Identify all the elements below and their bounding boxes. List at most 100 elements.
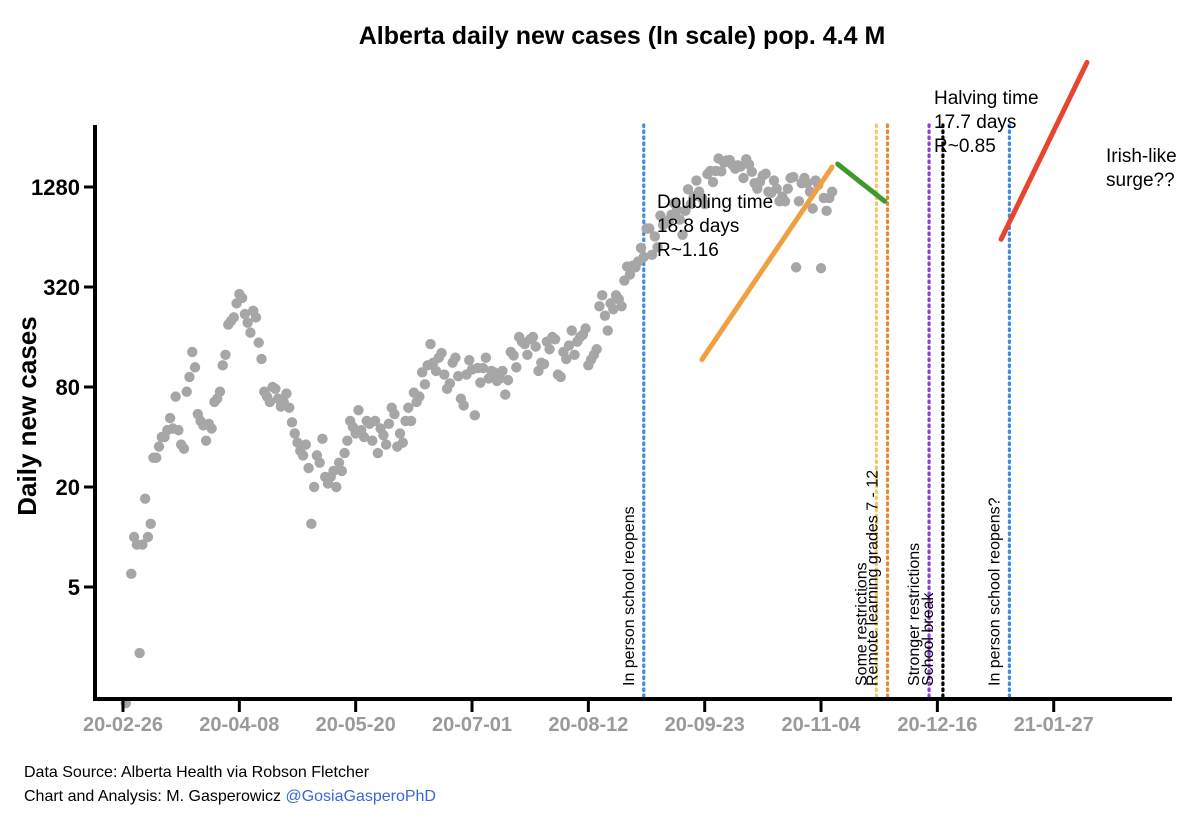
data-point [331,481,342,493]
data-point [807,203,818,214]
data-point [289,428,300,439]
x-tick-label: 20-05-20 [316,714,396,736]
fit-annotation-halving: Halving time [934,88,1039,109]
data-point [306,518,317,530]
data-point [425,338,436,350]
data-point [236,292,248,304]
fit-line-surge [998,59,1090,242]
y-tick-label: 1280 [31,175,80,200]
y-tick-label: 80 [56,375,80,400]
data-point [239,308,251,320]
data-point [563,340,575,351]
data-point [270,383,281,395]
data-point [228,312,239,323]
data-point [549,334,561,345]
data-point [569,349,580,361]
fit-annotation-surge: Irish-like [1106,146,1177,167]
data-point [502,374,514,386]
data-point [245,327,256,338]
data-point [480,352,492,363]
y-tick-label: 5 [68,575,80,600]
data-point [405,415,417,427]
data-point [646,249,658,261]
data-point [214,386,226,397]
x-tick-label: 20-08-12 [548,714,628,736]
data-point [624,269,636,280]
data-point [826,186,838,197]
data-point [333,457,345,468]
data-point [768,175,780,186]
data-point [139,493,151,504]
data-point [414,391,425,402]
data-point [602,325,613,336]
data-point [339,447,350,459]
data-point [369,415,381,427]
fit-line-doubling [699,164,835,363]
fit-lines: Doubling time 18.8 days R~1.16 Halving time… [657,59,1177,363]
data-point [372,447,384,459]
event-label: In person school reopens [621,506,638,686]
data-point [397,437,408,448]
data-point [644,223,655,234]
data-point [616,301,627,312]
data-point [383,418,395,430]
data-source: Data Source: Alberta Health via Robson F… [24,764,370,781]
data-point [256,353,267,365]
data-point [250,312,262,323]
data-point [286,417,298,428]
data-point [477,362,489,374]
data-point [403,402,414,413]
data-point [134,647,145,659]
data-point [635,242,647,254]
axes [93,125,1172,701]
chart: Alberta daily new cases (ln scale) pop. … [12,22,1177,736]
event-label: Some restrictions [853,562,870,686]
x-tick-label: 20-07-01 [432,714,512,736]
data-point [317,433,328,445]
x-tick-label: 20-12-16 [897,714,977,736]
data-point [497,365,508,377]
fit-annotation-halving: 17.7 days [934,112,1016,133]
data-point [691,175,702,186]
data-point [439,369,450,380]
data-point [436,347,447,359]
data-point [674,214,685,225]
data-point [353,404,364,416]
data-point [801,177,813,189]
data-point [671,204,683,216]
data-point [378,430,389,441]
data-point [599,310,611,321]
x-tick-label: 20-04-08 [199,714,279,736]
credit-handle[interactable]: @GosiaGasperoPhD [285,788,436,805]
data-point [608,304,619,315]
data-point [137,539,148,550]
data-point [164,412,176,424]
data-point [594,301,605,312]
data-point [367,435,378,446]
data-point [292,437,303,448]
data-point [173,424,184,436]
x-tick-label: 20-09-23 [665,714,745,736]
chart-title: Alberta daily new cases (ln scale) pop. … [359,22,886,50]
data-point [153,441,165,452]
data-point [303,462,314,474]
data-point [170,391,181,402]
event-label: School break [920,592,937,686]
data-point [555,371,566,383]
data-point [380,439,392,450]
data-point [284,402,295,413]
data-point [151,452,162,463]
data-point [444,378,456,389]
data-point [638,251,649,263]
data-point [716,166,727,177]
fit-annotation-halving: R~0.85 [934,136,996,157]
data-point [189,362,201,373]
credit-author: Chart and Analysis: M. Gasperowicz [24,788,281,805]
data-point [464,354,475,366]
data-point [297,450,309,461]
data-point [217,360,228,371]
data-point [788,171,799,183]
data-point [779,196,791,207]
x-ticks: 20-02-26 20-04-08 20-05-20 20-07-01 20-08-12… [83,699,1094,736]
data-point [342,435,353,446]
